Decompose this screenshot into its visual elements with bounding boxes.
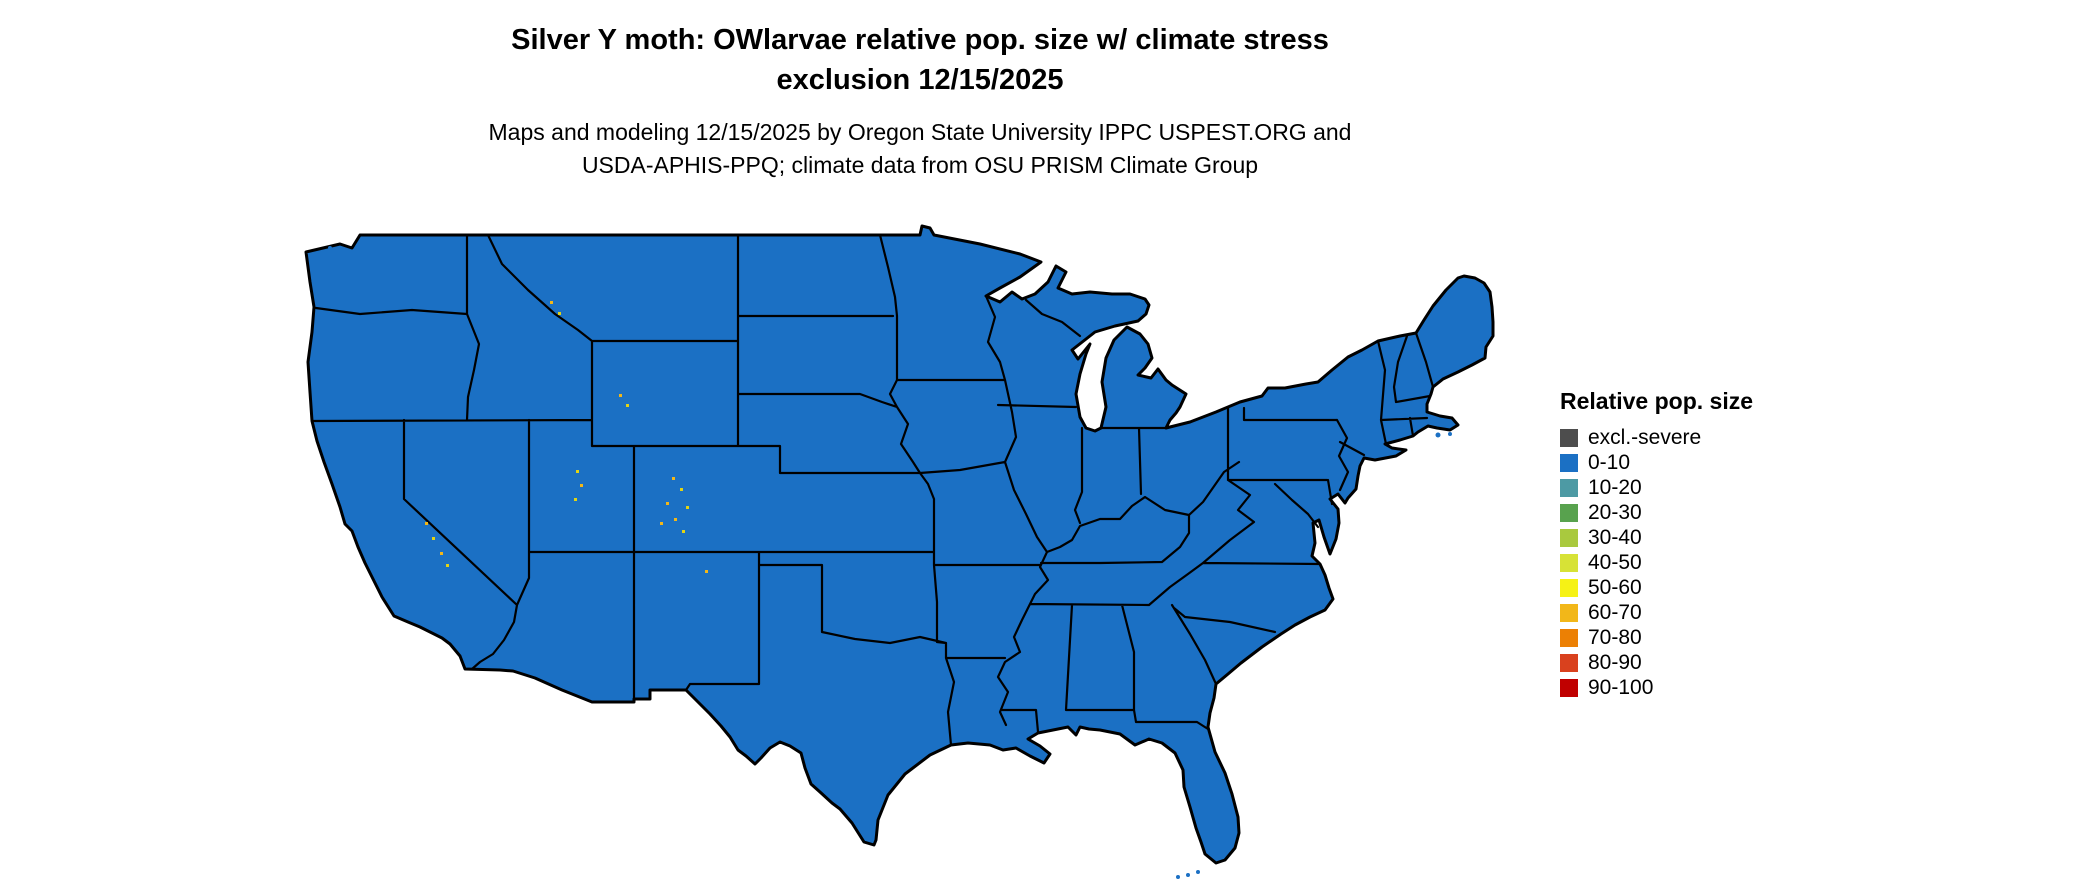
florida-keys-dot [1176, 875, 1180, 879]
legend-item: 40-50 [1560, 550, 1820, 575]
state-borders [310, 233, 1435, 747]
us-landmass [304, 224, 1495, 865]
legend-item: 80-90 [1560, 650, 1820, 675]
legend-swatch [1560, 503, 1578, 522]
legend-label: excl.-severe [1588, 425, 1702, 449]
legend-item: 70-80 [1560, 625, 1820, 650]
legend-swatch [1560, 528, 1578, 547]
legend-label: 80-90 [1588, 650, 1642, 674]
legend-swatch [1560, 553, 1578, 572]
legend-label: 40-50 [1588, 550, 1642, 574]
legend-label: 20-30 [1588, 500, 1642, 524]
page-title-line1: Silver Y moth: OWlarvae relative pop. si… [511, 24, 1329, 56]
island-dot [328, 246, 332, 250]
page-subtitle-line2: USDA-APHIS-PPQ; climate data from OSU PR… [581, 152, 1259, 178]
island-dot [1435, 432, 1441, 438]
page-title: Silver Y moth: OWlarvae relative pop. si… [120, 20, 1720, 100]
florida-keys-dot [1186, 873, 1190, 877]
legend-swatch [1560, 578, 1578, 597]
legend-item: 10-20 [1560, 475, 1820, 500]
legend-item: 0-10 [1560, 450, 1820, 475]
legend-label: 10-20 [1588, 475, 1642, 499]
page-title-line2: exclusion 12/15/2025 [776, 64, 1064, 96]
legend-item: 30-40 [1560, 525, 1820, 550]
legend-label: 60-70 [1588, 600, 1642, 624]
page-subtitle-line1: Maps and modeling 12/15/2025 by Oregon S… [488, 119, 1352, 145]
legend-swatch [1560, 478, 1578, 497]
legend-item: 50-60 [1560, 575, 1820, 600]
legend-swatch [1560, 678, 1578, 697]
legend-label: 70-80 [1588, 625, 1642, 649]
legend-swatch [1560, 653, 1578, 672]
legend-label: 30-40 [1588, 525, 1642, 549]
legend-swatch [1560, 453, 1578, 472]
florida-keys-dot [1196, 870, 1200, 874]
legend-items: excl.-severe 0-10 10-20 20-30 30-40 40-50 50-6… [1560, 425, 1820, 700]
legend-label: 0-10 [1588, 450, 1631, 474]
us-map [304, 224, 1495, 879]
legend-swatch [1560, 428, 1578, 447]
legend-item: 90-100 [1560, 675, 1820, 700]
legend-item: 60-70 [1560, 600, 1820, 625]
legend-label: 90-100 [1588, 675, 1654, 699]
island-dots [328, 246, 1452, 879]
legend-item: excl.-severe [1560, 425, 1820, 450]
hotspot-speckles [425, 301, 708, 573]
legend-item: 20-30 [1560, 500, 1820, 525]
map-legend: Relative pop. size excl.-severe 0-10 10-20… [1560, 388, 1820, 700]
legend-swatch [1560, 603, 1578, 622]
legend-label: 50-60 [1588, 575, 1642, 599]
page-subtitle: Maps and modeling 12/15/2025 by Oregon S… [120, 116, 1720, 182]
map-container [300, 222, 1510, 882]
legend-swatch [1560, 628, 1578, 647]
legend-title: Relative pop. size [1560, 388, 1754, 414]
island-dot [1448, 432, 1452, 436]
